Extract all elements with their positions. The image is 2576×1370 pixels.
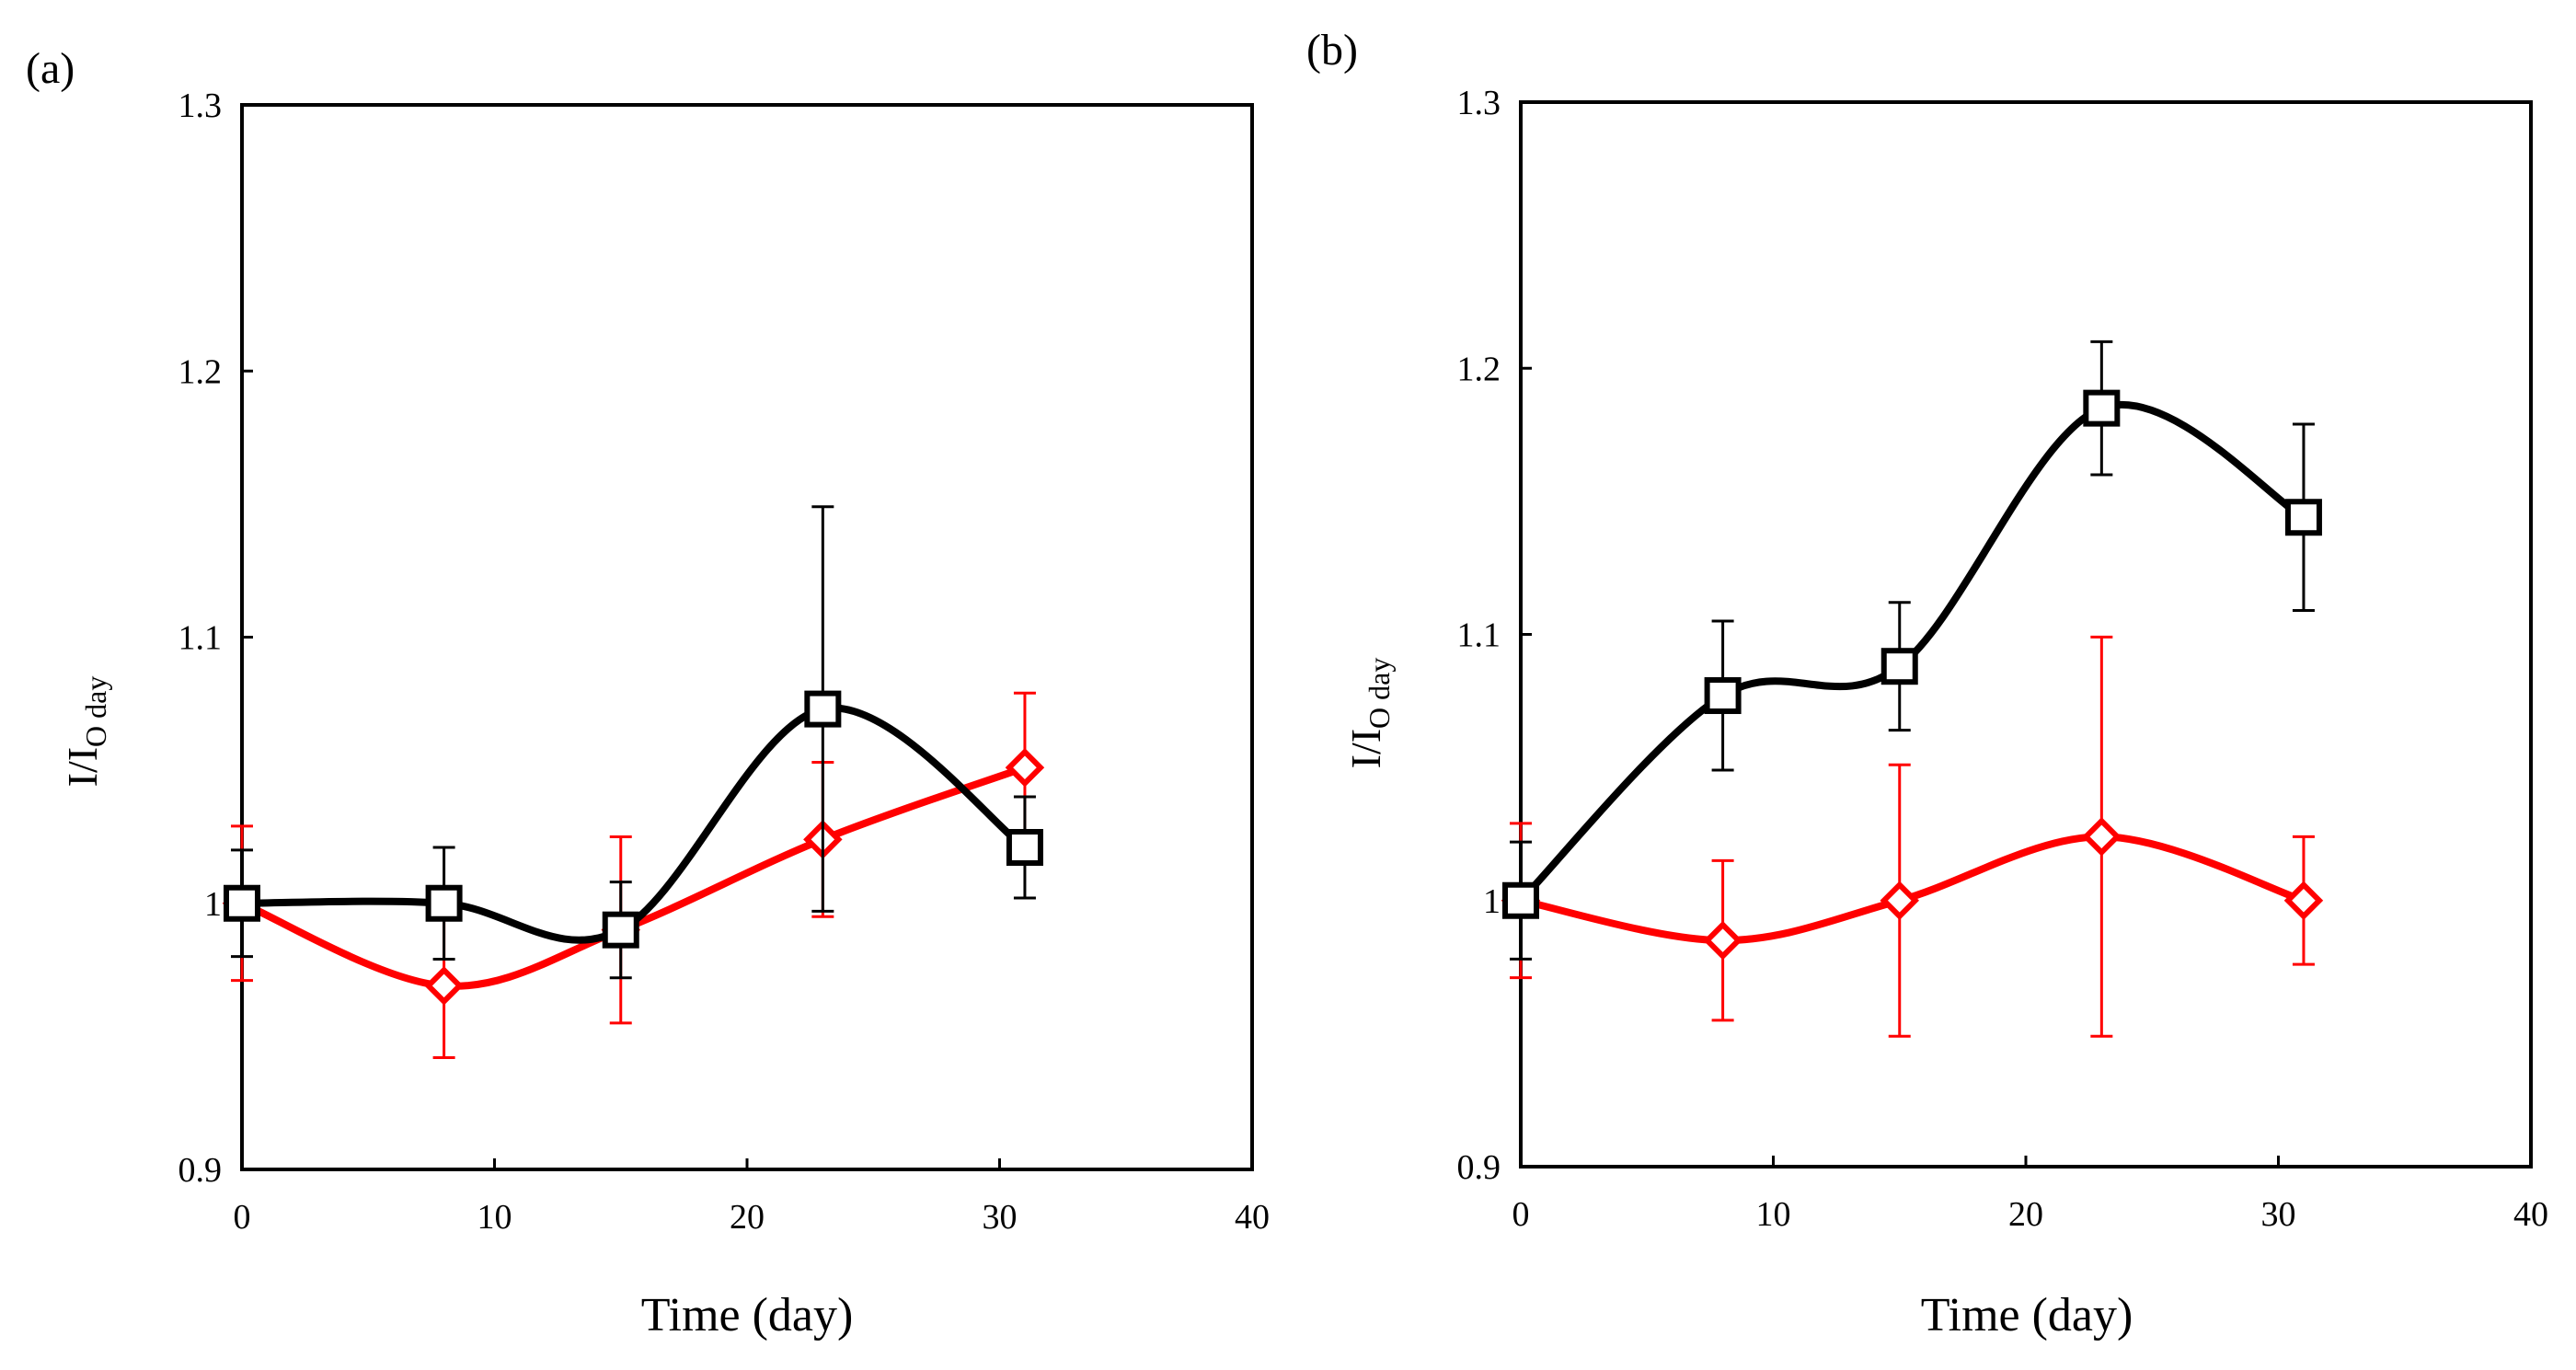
panel-a: (a) I/IO day Time (day) 0.9 1 1.1 1.2 1.3 0 10… xyxy=(26,44,1270,1341)
point-black-square-a-1 xyxy=(425,884,463,922)
x-tick-label-b-4: 40 xyxy=(2513,1195,2548,1234)
x-tick-label-b-3: 30 xyxy=(2261,1195,2296,1234)
x-tick-label-b-0: 0 xyxy=(1512,1195,1530,1234)
point-red-diamond-a-1 xyxy=(424,966,464,1006)
point-red-diamond-b-3 xyxy=(2082,817,2122,857)
series-line-black-square-a xyxy=(238,704,1029,944)
point-black-square-b-3 xyxy=(2083,389,2121,427)
y-tick-label-a-2: 1.1 xyxy=(178,619,223,658)
point-red-diamond-b-4 xyxy=(2283,881,2324,920)
y-tick-label-a-3: 1.2 xyxy=(178,352,223,391)
y-tick-label-a-0: 0.9 xyxy=(178,1151,223,1190)
point-black-square-b-1 xyxy=(1704,677,1742,715)
x-tick-label-a-1: 10 xyxy=(477,1198,512,1237)
x-tick-label-b-2: 20 xyxy=(2008,1195,2043,1234)
panel-b: (b) I/IO day Time (day) 0.9 1 1.1 1.2 1.3 0 10… xyxy=(1306,26,2548,1341)
point-black-square-b-4 xyxy=(2284,499,2322,536)
x-tick-label-b-1: 10 xyxy=(1756,1195,1791,1234)
series-black-square-b xyxy=(1502,340,2322,961)
panel-label-b: (b) xyxy=(1306,26,1358,75)
y-tick-label-b-3: 1.2 xyxy=(1457,350,1501,388)
point-black-square-b-0 xyxy=(1502,881,1539,919)
point-black-square-a-4 xyxy=(1006,829,1043,867)
point-black-square-a-0 xyxy=(224,884,260,922)
x-tick-label-a-2: 20 xyxy=(730,1198,765,1237)
x-axis-label-b: Time (day) xyxy=(1921,1289,2133,1341)
series-black-square-a xyxy=(224,505,1043,980)
x-tick-label-a-3: 30 xyxy=(983,1198,1018,1237)
y-tick-label-b-2: 1.1 xyxy=(1457,616,1501,655)
panel-label-a: (a) xyxy=(26,44,75,93)
point-red-diamond-a-4 xyxy=(1005,747,1045,788)
point-black-square-a-3 xyxy=(804,690,842,728)
point-black-square-a-2 xyxy=(602,911,639,949)
point-red-diamond-b-1 xyxy=(1703,920,1742,961)
point-black-square-b-2 xyxy=(1880,648,1918,685)
y-tick-label-a-1: 1 xyxy=(204,885,222,924)
y-axis-label-b: I/IO day xyxy=(1342,658,1396,769)
y-tick-label-b-0: 0.9 xyxy=(1457,1148,1501,1187)
x-tick-label-a-0: 0 xyxy=(234,1198,251,1237)
x-axis-label-a: Time (day) xyxy=(641,1289,854,1341)
y-axis-label-a: I/IO day xyxy=(59,676,112,788)
y-tick-label-a-4: 1.3 xyxy=(178,86,223,125)
y-tick-label-b-4: 1.3 xyxy=(1457,84,1501,122)
x-tick-label-a-4: 40 xyxy=(1235,1198,1270,1237)
y-tick-label-b-1: 1 xyxy=(1483,882,1501,921)
point-red-diamond-b-2 xyxy=(1880,881,1919,920)
